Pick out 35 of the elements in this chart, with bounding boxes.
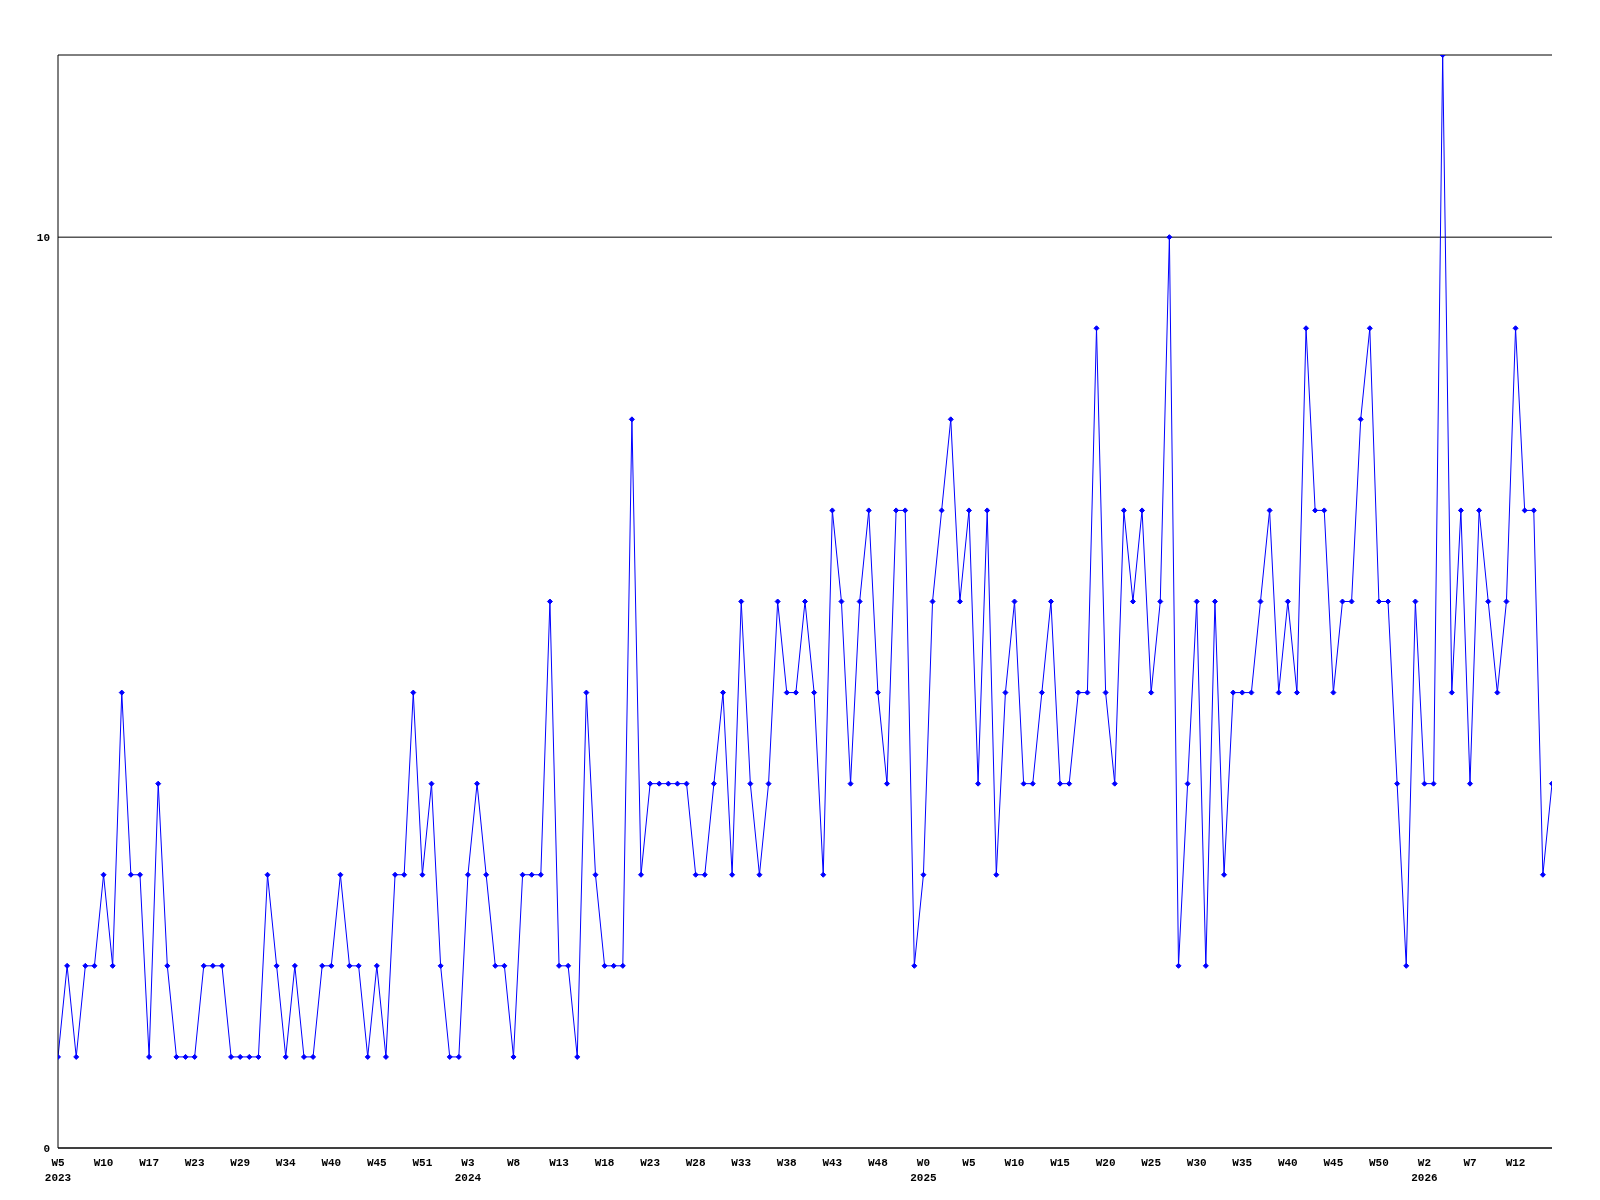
x-tick-label: W23 (184, 1157, 205, 1169)
y-tick-label: 10 (36, 232, 50, 245)
x-tick-label: W45 (1323, 1157, 1344, 1169)
x-tick-label: W30 (1186, 1157, 1207, 1169)
x-tick-label: W20 (1095, 1157, 1116, 1169)
x-tick-label: W43 (822, 1157, 843, 1169)
x-tick-label: W38 (776, 1157, 798, 1169)
x-tick-label: W51 (412, 1157, 433, 1169)
x-tick-label: W25 (1141, 1157, 1162, 1169)
x-tick-label: W18 (594, 1157, 615, 1169)
x-tick-label: W5 (962, 1157, 976, 1169)
x-tick-label: W34 (275, 1157, 297, 1169)
x-tick-label: W15 (1050, 1157, 1071, 1169)
y-tick-label: 0 (43, 1142, 50, 1155)
x-tick-label: W13 (549, 1157, 570, 1169)
x-tick-label: W5 2023 (44, 1157, 72, 1184)
x-tick-label: W10 (1004, 1157, 1025, 1169)
x-tick-label: W3 2024 (454, 1157, 482, 1184)
x-tick-label: W45 (366, 1157, 388, 1169)
x-tick-label: W7 (1463, 1157, 1477, 1169)
x-tick-label: W28 (685, 1157, 706, 1169)
x-tick-label: W35 (1232, 1157, 1253, 1169)
x-tick-label: W17 (139, 1157, 159, 1169)
x-tick-label: W40 (321, 1157, 342, 1169)
x-tick-label: W50 (1369, 1157, 1389, 1169)
x-tick-label: W0 2025 (910, 1157, 938, 1184)
x-tick-label: W48 (867, 1157, 889, 1169)
x-tick-label: W8 (506, 1157, 521, 1169)
x-tick-label: W10 (93, 1157, 114, 1169)
x-tick-label: W2 2026 (1411, 1157, 1438, 1184)
x-tick-label: W40 (1277, 1157, 1298, 1169)
x-tick-label: W33 (731, 1157, 752, 1169)
x-tick-label: W12 (1505, 1157, 1526, 1169)
x-tick-label: W29 (230, 1157, 251, 1169)
x-tick-label: W23 (640, 1157, 661, 1169)
